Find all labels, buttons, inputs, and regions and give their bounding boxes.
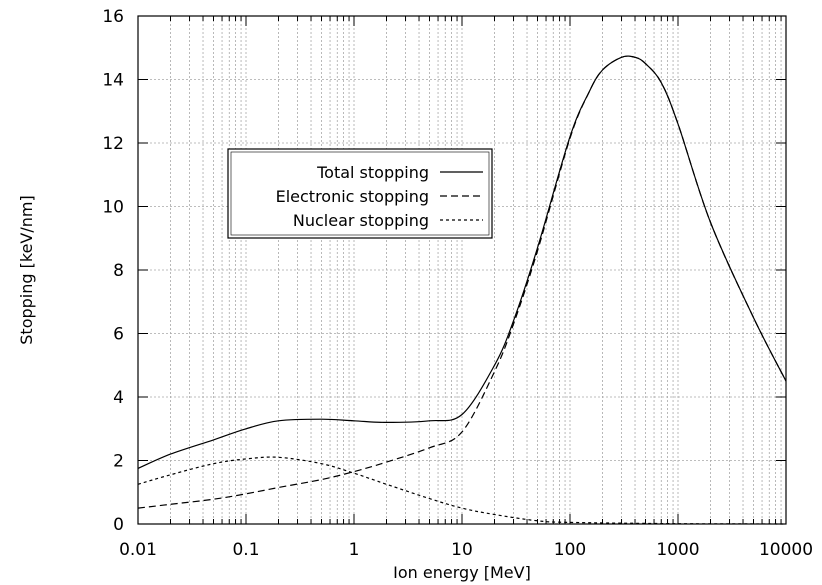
y-tick-label: 4 bbox=[113, 388, 124, 408]
legend: Total stopping Electronic stopping Nuclear… bbox=[227, 148, 493, 239]
legend-box bbox=[227, 148, 493, 239]
legend-label-nuclear-stopping: Nuclear stopping bbox=[293, 211, 429, 230]
y-tick-label: 8 bbox=[113, 261, 124, 281]
series-layer bbox=[137, 55, 787, 525]
y-axis-label: Stopping [keV/nm] bbox=[17, 195, 36, 344]
x-tick-label: 0.01 bbox=[119, 540, 157, 560]
x-tick-label: 0.1 bbox=[232, 540, 259, 560]
y-tick-label: 10 bbox=[102, 198, 124, 218]
series-line-electronic-stopping bbox=[137, 55, 787, 509]
y-tick-label: 6 bbox=[113, 325, 124, 345]
x-tick-label: 100 bbox=[554, 540, 586, 560]
axis-ticks bbox=[137, 15, 787, 525]
x-tick-label: 1000 bbox=[656, 540, 699, 560]
series-line-nuclear-stopping bbox=[137, 456, 787, 525]
tick-labels: 0.01 0.1 1 10 100 1000 10000 0 2 4 6 8 10 12 14 16 bbox=[102, 7, 813, 560]
legend-label-electronic-stopping: Electronic stopping bbox=[276, 187, 429, 206]
x-tick-label: 1 bbox=[349, 540, 360, 560]
y-tick-label: 2 bbox=[113, 452, 124, 472]
y-tick-label: 14 bbox=[102, 71, 124, 91]
legend-label-total-stopping: Total stopping bbox=[316, 163, 429, 182]
y-tick-label: 12 bbox=[102, 134, 124, 154]
x-tick-label: 10000 bbox=[759, 540, 813, 560]
x-tick-label: 10 bbox=[451, 540, 473, 560]
plot-frame bbox=[137, 15, 787, 525]
y-tick-label: 0 bbox=[113, 515, 124, 535]
grid bbox=[138, 16, 786, 524]
x-axis-label: Ion energy [MeV] bbox=[393, 563, 531, 582]
legend-box-inner bbox=[230, 151, 490, 236]
y-tick-label: 16 bbox=[102, 7, 124, 27]
